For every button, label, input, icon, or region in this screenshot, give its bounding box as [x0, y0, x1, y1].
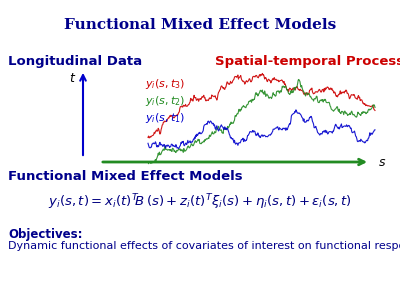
Text: Functional Mixed Effect Models: Functional Mixed Effect Models [8, 170, 243, 183]
Text: $y_i(s,t_3)$: $y_i(s,t_3)$ [145, 77, 185, 91]
Text: Spatial-temporal Process: Spatial-temporal Process [215, 55, 400, 68]
Text: $y_i(s,t) = x_i(t)^T\!B\,(s) + z_i(t)^T\xi_i(s) + \eta_i(s,t) + \varepsilon_i(s,: $y_i(s,t) = x_i(t)^T\!B\,(s) + z_i(t)^T\… [48, 192, 352, 212]
Text: $s$: $s$ [378, 155, 386, 169]
Text: Dynamic functional effects of covariates of interest on functional response.: Dynamic functional effects of covariates… [8, 241, 400, 251]
Text: $y_i(s,t_2)$: $y_i(s,t_2)$ [145, 94, 185, 108]
Text: $y_i(s,t_1)$: $y_i(s,t_1)$ [145, 111, 185, 125]
Text: $t$: $t$ [69, 72, 77, 85]
Text: Longitudinal Data: Longitudinal Data [8, 55, 142, 68]
Text: Functional Mixed Effect Models: Functional Mixed Effect Models [64, 18, 336, 32]
Text: Objectives:: Objectives: [8, 228, 82, 241]
